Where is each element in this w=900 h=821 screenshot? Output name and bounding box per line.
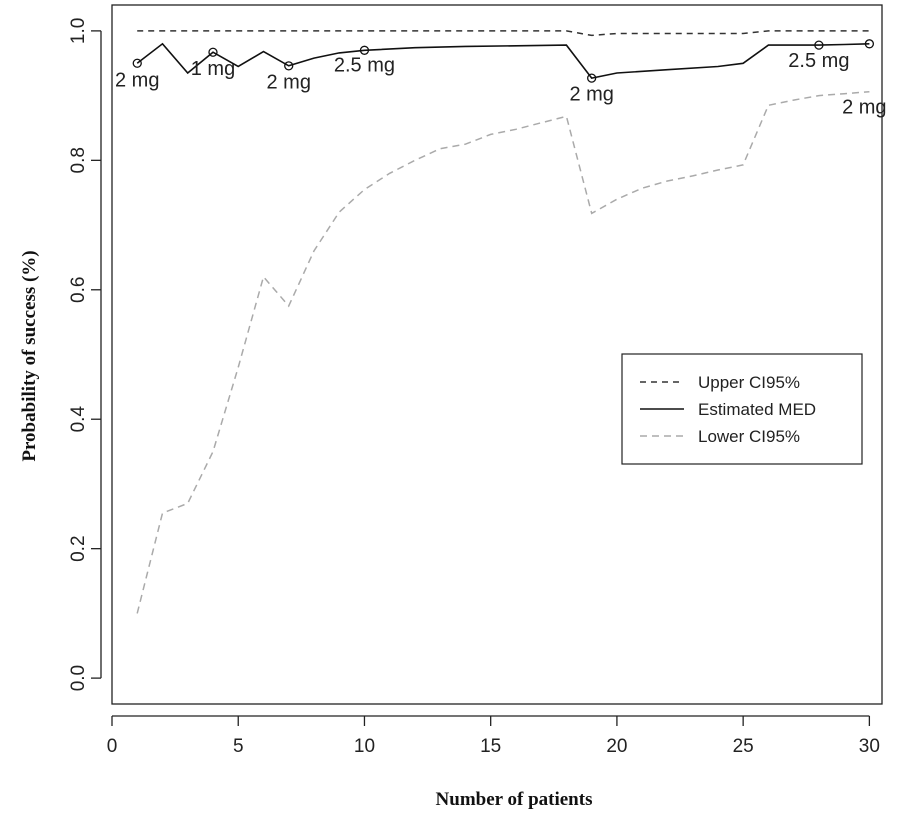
data-point-marker — [814, 40, 824, 50]
series-line-lower-ci95 — [136, 90, 870, 614]
dose-annotation: 2.5 mg — [334, 55, 395, 77]
dose-annotation: 2.5 mg — [788, 50, 849, 72]
x-tick-label: 5 — [233, 736, 244, 757]
y-tick-label: 1.0 — [68, 18, 89, 44]
y-tick-label: 0.8 — [68, 147, 89, 173]
x-tick-label: 30 — [859, 736, 880, 757]
legend-label: Estimated MED — [698, 400, 816, 419]
dose-annotation: 2 mg — [266, 71, 310, 93]
y-tick-label: 0.2 — [68, 535, 89, 561]
data-point-marker — [359, 45, 370, 55]
x-tick-label: 25 — [733, 736, 754, 757]
plot-frame — [111, 4, 883, 705]
x-tick-label: 0 — [107, 736, 118, 757]
x-tick-label: 20 — [606, 736, 627, 757]
y-tick-label: 0.0 — [68, 665, 89, 691]
data-point-marker — [208, 47, 218, 57]
y-axis-title: Probability of success (%) — [19, 250, 40, 461]
series-line-estimated-med — [136, 42, 870, 79]
dose-annotation: 2 mg — [115, 69, 159, 91]
y-tick-label: 0.6 — [68, 277, 89, 303]
data-point-marker — [284, 61, 294, 71]
y-tick-label: 0.4 — [68, 406, 89, 433]
dose-annotation: 2 mg — [842, 97, 886, 119]
x-tick-label: 10 — [354, 736, 375, 757]
dose-annotation: 2 mg — [569, 84, 613, 106]
dose-annotation: 1 mg — [191, 58, 235, 80]
legend-label: Upper CI95% — [698, 373, 800, 392]
data-point-marker — [132, 58, 142, 68]
x-tick-label: 15 — [480, 736, 501, 757]
data-point-marker — [587, 73, 597, 83]
series-line-upper-ci95 — [137, 30, 870, 37]
legend-label: Lower CI95% — [698, 427, 800, 446]
x-axis-title: Number of patients — [436, 789, 593, 810]
data-point-marker — [864, 39, 875, 49]
